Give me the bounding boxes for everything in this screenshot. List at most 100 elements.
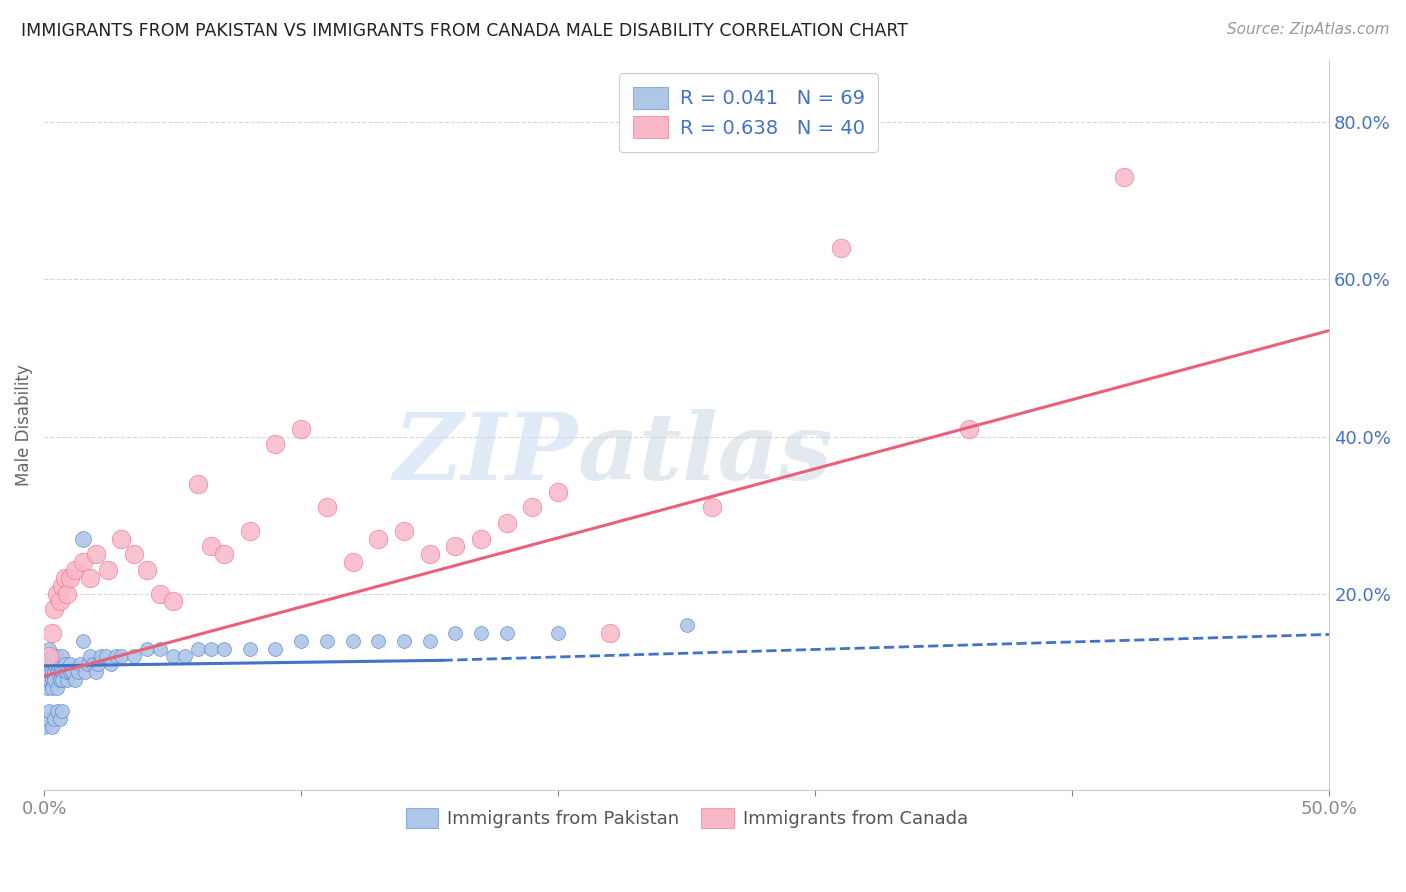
Point [105, 649, 128, 664]
Point [162, 649, 184, 664]
Point [675, 618, 697, 632]
Text: atlas: atlas [578, 409, 832, 499]
Text: ZIP: ZIP [394, 409, 578, 499]
Point [48, 712, 70, 726]
Point [100, 657, 122, 672]
Point [87, 657, 110, 672]
Point [470, 532, 492, 546]
Point [53, 665, 76, 680]
Point [41, 665, 63, 680]
Point [59, 665, 82, 680]
Point [264, 641, 287, 656]
Text: IMMIGRANTS FROM PAKISTAN VS IMMIGRANTS FROM CANADA MALE DISABILITY CORRELATION C: IMMIGRANTS FROM PAKISTAN VS IMMIGRANTS F… [21, 22, 908, 40]
Point [75, 665, 97, 680]
Point [35, 712, 58, 726]
Point [41, 681, 63, 695]
Point [60, 665, 83, 680]
Point [315, 633, 337, 648]
Point [200, 641, 222, 656]
Point [59, 657, 82, 672]
Point [212, 547, 235, 561]
Point [48, 665, 70, 680]
Point [66, 665, 89, 680]
Point [84, 547, 107, 561]
Point [41, 673, 63, 687]
Point [69, 657, 91, 672]
Point [149, 641, 172, 656]
Point [470, 625, 492, 640]
Point [59, 571, 82, 585]
Point [94, 649, 117, 664]
Point [90, 649, 112, 664]
Point [495, 625, 517, 640]
Point [79, 649, 101, 664]
Point [547, 625, 569, 640]
Point [135, 641, 157, 656]
Point [547, 484, 569, 499]
Point [56, 665, 79, 680]
Point [38, 705, 60, 719]
Point [149, 586, 172, 600]
Point [38, 665, 60, 680]
Point [51, 705, 73, 719]
Point [46, 681, 69, 695]
Point [41, 720, 63, 734]
Point [392, 524, 415, 538]
Point [63, 673, 86, 687]
Point [135, 563, 157, 577]
Point [53, 571, 76, 585]
Point [290, 633, 312, 648]
Point [35, 649, 58, 664]
Point [38, 673, 60, 687]
Point [46, 705, 69, 719]
Point [239, 641, 262, 656]
Point [76, 657, 98, 672]
Point [44, 665, 66, 680]
Point [35, 657, 58, 672]
Point [187, 476, 209, 491]
Point [342, 555, 364, 569]
Point [444, 625, 467, 640]
Point [32, 720, 55, 734]
Point [72, 633, 94, 648]
Point [41, 625, 63, 640]
Point [46, 657, 69, 672]
Point [290, 422, 312, 436]
Point [48, 657, 70, 672]
Point [264, 437, 287, 451]
Point [72, 532, 94, 546]
Point [830, 241, 852, 255]
Point [122, 547, 145, 561]
Point [79, 571, 101, 585]
Point [1112, 170, 1135, 185]
Point [44, 673, 66, 687]
Point [212, 641, 235, 656]
Point [84, 665, 107, 680]
Point [110, 649, 132, 664]
Point [41, 649, 63, 664]
Point [44, 657, 66, 672]
Point [342, 633, 364, 648]
Point [51, 579, 73, 593]
Point [35, 681, 58, 695]
Point [315, 500, 337, 515]
Point [495, 516, 517, 530]
Point [702, 500, 724, 515]
Point [46, 649, 69, 664]
Point [38, 657, 60, 672]
Point [82, 657, 104, 672]
Point [367, 532, 389, 546]
Point [46, 586, 69, 600]
Point [38, 649, 60, 664]
Point [51, 665, 73, 680]
Point [200, 540, 222, 554]
Legend: Immigrants from Pakistan, Immigrants from Canada: Immigrants from Pakistan, Immigrants fro… [398, 800, 974, 836]
Point [51, 673, 73, 687]
Point [239, 524, 262, 538]
Point [35, 673, 58, 687]
Point [32, 665, 55, 680]
Y-axis label: Male Disability: Male Disability [15, 364, 32, 485]
Point [44, 602, 66, 616]
Point [46, 665, 69, 680]
Point [187, 641, 209, 656]
